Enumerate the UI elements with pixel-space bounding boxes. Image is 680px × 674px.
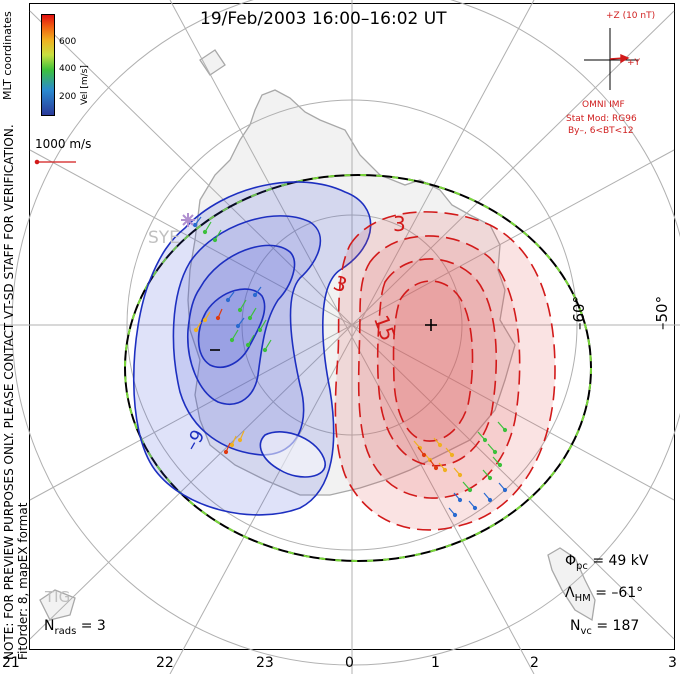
lat-label-50: –50°: [653, 295, 671, 330]
colorbar-label-600: 600: [59, 37, 77, 47]
map-title: 19/Feb/2003 16:00–16:02 UT: [200, 9, 447, 29]
scale-label: 1000 m/s: [35, 137, 92, 151]
coords-label: MLT coordinates: [1, 11, 14, 100]
potential-max-marker: [425, 319, 437, 331]
velocity-vectors: [192, 216, 508, 518]
negative-convection-cell: [133, 181, 372, 516]
colorbar-unit-label: Vel [m/s]: [80, 65, 90, 105]
mlt-tick-1: 1: [431, 655, 440, 671]
mlt-tick-21: 21: [2, 655, 20, 671]
stat-lambda-hm: ΛHM = –61°: [565, 585, 644, 604]
mlt-tick-2: 2: [530, 655, 539, 671]
stat-phi-pc: Φpc = 49 kV: [565, 553, 649, 572]
contour-label-3a: 3: [393, 212, 406, 236]
mlt-tick-22: 22: [156, 655, 174, 671]
imf-source-label: OMNI IMF: [582, 100, 625, 110]
stat-nvc: Nvc = 187: [570, 618, 640, 637]
stat-model-label: Stat Mod: RG96: [566, 114, 637, 124]
positive-convection-cell: [334, 211, 556, 531]
mlt-tick-3: 3: [668, 655, 677, 671]
station-label-tig: TIG: [45, 588, 71, 606]
side-note: NOTE: FOR PREVIEW PURPOSES ONLY. PLEASE …: [2, 124, 30, 660]
lat-label-60: –60°: [570, 295, 588, 330]
imf-y-label: +Y: [627, 58, 641, 68]
imf-z-label: +Z (10 nT): [606, 11, 656, 21]
stat-nrads: Nrads = 3: [44, 618, 106, 637]
station-marker-sye: [181, 213, 195, 227]
station-label-sye: SYE: [148, 228, 180, 248]
fit-order-note: FitOrder: 8, mapEX format: [16, 502, 30, 660]
scale-vector: [34, 159, 76, 165]
preview-note: NOTE: FOR PREVIEW PURPOSES ONLY. PLEASE …: [2, 124, 16, 660]
mlt-tick-23: 23: [256, 655, 274, 671]
colorbar-label-400: 400: [59, 64, 77, 74]
imf-vector: [609, 53, 630, 64]
bt-label: By–, 6<BT<12: [568, 126, 634, 136]
mlt-tick-0: 0: [345, 655, 354, 671]
velocity-colorbar: [41, 14, 55, 116]
colorbar-label-200: 200: [59, 92, 77, 102]
